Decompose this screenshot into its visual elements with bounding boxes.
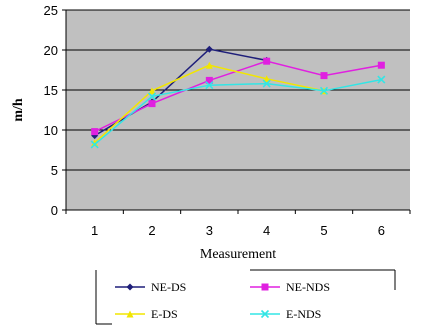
data-point bbox=[263, 75, 271, 83]
legend-item-ne-nds: NE-NDS bbox=[250, 280, 330, 294]
y-tick-label: 25 bbox=[44, 3, 58, 18]
legend-label: E-DS bbox=[151, 307, 178, 321]
plot-area bbox=[66, 10, 410, 210]
axes: 0 5 10 15 20 25 1 2 3 4 5 6 bbox=[44, 3, 411, 238]
series-layer bbox=[90, 45, 386, 149]
x-tick-label: 2 bbox=[148, 223, 155, 238]
legend-marker bbox=[261, 283, 269, 291]
data-point bbox=[320, 72, 328, 80]
y-tick-label: 0 bbox=[51, 203, 58, 218]
series-line bbox=[94, 60, 382, 133]
y-tick-label: 5 bbox=[51, 163, 58, 178]
x-axis-title: Measurement bbox=[200, 247, 276, 262]
x-tick-label: 3 bbox=[206, 223, 213, 238]
legend-label: NE-DS bbox=[151, 280, 186, 294]
y-tick-label: 15 bbox=[44, 83, 58, 98]
legend-item-e-ds: E-DS bbox=[115, 307, 178, 321]
data-point bbox=[262, 79, 271, 88]
y-tick-label: 20 bbox=[44, 43, 58, 58]
x-tick-label: 6 bbox=[378, 223, 385, 238]
data-point bbox=[90, 140, 99, 149]
data-point bbox=[148, 100, 156, 108]
data-point bbox=[205, 61, 213, 69]
y-tick-label: 10 bbox=[44, 123, 58, 138]
data-point bbox=[205, 45, 213, 53]
legend-item-e-nds: E-NDS bbox=[250, 307, 321, 321]
gridlines bbox=[66, 9, 410, 171]
legend-marker bbox=[126, 310, 134, 318]
data-point bbox=[377, 61, 385, 69]
legend-label: NE-NDS bbox=[286, 280, 330, 294]
data-point bbox=[263, 57, 271, 65]
data-point bbox=[205, 76, 213, 84]
legend-marker bbox=[126, 283, 134, 291]
legend-label: E-NDS bbox=[286, 307, 321, 321]
x-tick-label: 5 bbox=[320, 223, 327, 238]
data-point bbox=[147, 92, 157, 101]
data-point bbox=[377, 75, 386, 84]
series-ne-nds bbox=[91, 57, 385, 136]
x-tick-label: 1 bbox=[91, 223, 98, 238]
y-axis-title: m/h bbox=[11, 98, 26, 122]
legend: NE-DS NE-NDS E-DS E-NDS bbox=[95, 269, 396, 325]
data-point bbox=[91, 139, 99, 147]
legend-marker bbox=[260, 309, 270, 319]
legend-item-ne-ds: NE-DS bbox=[115, 280, 186, 294]
series-e-nds bbox=[90, 75, 386, 149]
data-point bbox=[319, 86, 329, 95]
x-tick-label: 4 bbox=[263, 223, 270, 238]
data-point bbox=[205, 81, 214, 90]
series-line bbox=[94, 48, 267, 137]
data-point bbox=[91, 128, 99, 136]
data-point bbox=[148, 87, 156, 95]
series-line bbox=[94, 78, 382, 145]
